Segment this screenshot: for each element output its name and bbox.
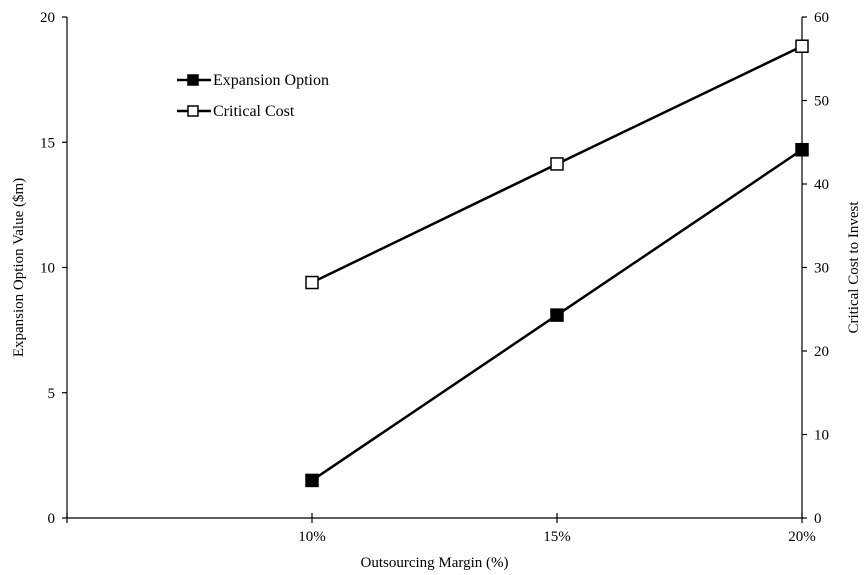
- y-axis-title: Expansion Option Value ($m): [11, 178, 27, 357]
- y2-tick-label: 0: [814, 511, 822, 527]
- y2-tick-label: 60: [814, 10, 829, 26]
- legend: Expansion Option Critical Cost: [177, 72, 329, 120]
- ticks: 0 5 10 15 20 0 10 20 30 40 50 60 10% 15% 20%: [40, 10, 829, 545]
- y2-tick-label: 20: [814, 344, 829, 360]
- series-layer: [305, 39, 809, 488]
- y2-axis-title: Critical Cost to Invest: [846, 201, 862, 334]
- x-tick-label: 15%: [543, 529, 571, 545]
- axes: [66, 17, 803, 519]
- data-point-critical-cost: [305, 275, 319, 290]
- x-axis-title: Outsourcing Margin (%): [360, 555, 508, 571]
- y-tick-label: 5: [48, 386, 56, 402]
- y2-tick-label: 40: [814, 177, 829, 193]
- y-tick-label: 0: [48, 511, 56, 527]
- data-point-expansion-option: [305, 473, 319, 488]
- x-tick-label: 20%: [788, 529, 816, 545]
- data-point-expansion-option: [550, 308, 564, 322]
- y2-tick-label: 10: [814, 428, 829, 444]
- legend-label-critical-cost: Critical Cost: [213, 103, 295, 120]
- data-point-critical-cost: [550, 157, 564, 171]
- y2-tick-label: 50: [814, 94, 829, 110]
- data-point-expansion-option: [795, 143, 809, 157]
- y-tick-label: 15: [40, 135, 55, 151]
- y-tick-label: 10: [40, 261, 55, 277]
- legend-marker-expansion-option: [187, 74, 199, 86]
- y-tick-label: 20: [40, 10, 55, 26]
- legend-label-expansion-option: Expansion Option: [213, 72, 329, 89]
- legend-marker-critical-cost: [187, 105, 199, 117]
- x-tick-label: 10%: [298, 529, 326, 545]
- data-point-critical-cost: [795, 39, 809, 53]
- y2-tick-label: 30: [814, 261, 829, 277]
